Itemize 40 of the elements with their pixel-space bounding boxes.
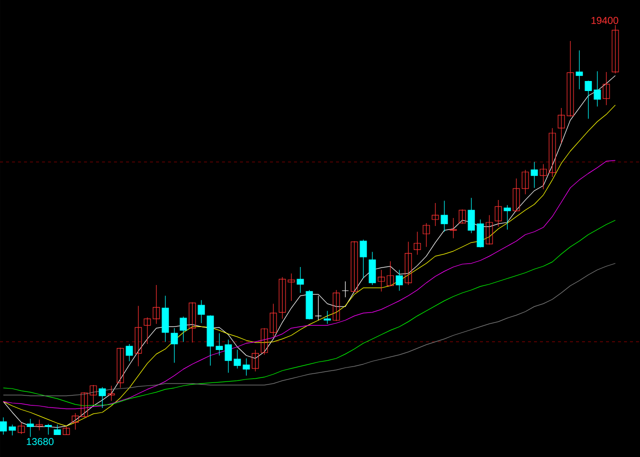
candlestick [422,222,430,248]
candlestick [342,281,349,298]
candlestick [530,162,538,188]
candlestick [440,200,448,232]
candlestick [296,266,304,294]
candlestick [188,302,196,343]
candlestick [432,202,439,226]
candlestick [360,239,367,279]
candlestick [198,300,205,324]
candlestick [54,424,61,435]
candlestick [368,252,376,286]
candlestick [576,50,583,90]
candlestick [504,204,511,230]
annotation: 19400 [592,16,618,24]
candlestick [170,328,178,364]
candlestick [602,72,610,106]
candlestick [396,270,403,292]
candlestick [350,240,358,292]
candlestick [414,231,421,256]
candlestick [252,349,259,372]
candlestick [324,310,331,324]
candlestick [612,24,619,74]
candlestick [458,209,466,224]
candlestick [44,424,52,435]
candlestick [126,344,133,362]
candlestick [494,200,502,227]
candlestick [134,306,142,367]
candlestick [314,295,322,321]
candlestick [180,316,187,342]
candlestick [36,419,43,431]
candlestick [404,242,412,286]
candlestick [108,385,115,402]
candlestick [18,422,25,434]
candlestick [486,214,493,245]
candlestick [26,418,34,438]
candlestick [98,386,106,408]
candlestick [332,290,340,322]
candlestick [116,347,124,388]
candlestick [450,218,457,239]
annotation: 13680 [26,438,54,446]
